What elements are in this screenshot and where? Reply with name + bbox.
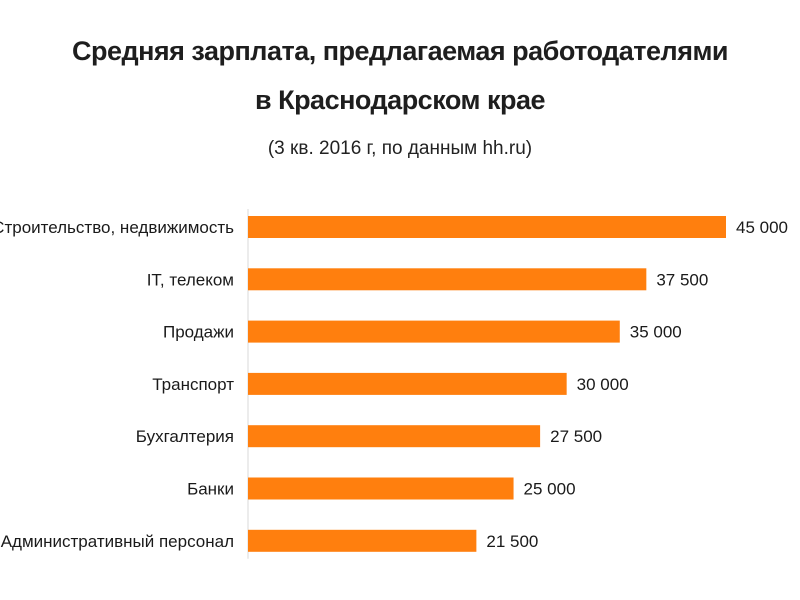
category-label: Административный персонал	[1, 532, 234, 551]
category-label: Продажи	[163, 323, 234, 342]
bar	[248, 529, 477, 552]
value-label: 21 500	[486, 532, 538, 551]
category-label: Транспорт	[152, 375, 234, 394]
bar	[248, 216, 726, 238]
value-label: 35 000	[630, 323, 682, 342]
category-label: IT, телеком	[147, 270, 234, 289]
value-label: 27 500	[550, 427, 602, 446]
category-label: Бухгалтерия	[136, 427, 234, 446]
bar	[248, 268, 647, 291]
category-label: Строительство, недвижимость	[0, 218, 234, 237]
chart-title: Средняя зарплата, предлагаемая работодат…	[71, 36, 729, 66]
value-label: 45 000	[736, 218, 788, 237]
value-label: 37 500	[656, 270, 708, 289]
bar	[248, 320, 620, 343]
category-label: Банки	[187, 480, 234, 499]
bars-group: Строительство, недвижимость 45 000 IT, тел…	[0, 216, 788, 552]
bar	[248, 372, 567, 395]
bar	[248, 477, 514, 500]
value-label: 25 000	[524, 480, 576, 499]
value-label: 30 000	[577, 375, 629, 394]
bar	[248, 425, 541, 448]
chart-subtitle: (3 кв. 2016 г, по данным hh.ru)	[267, 138, 533, 159]
chart-title-line2: в Краснодарском крае	[254, 85, 546, 115]
